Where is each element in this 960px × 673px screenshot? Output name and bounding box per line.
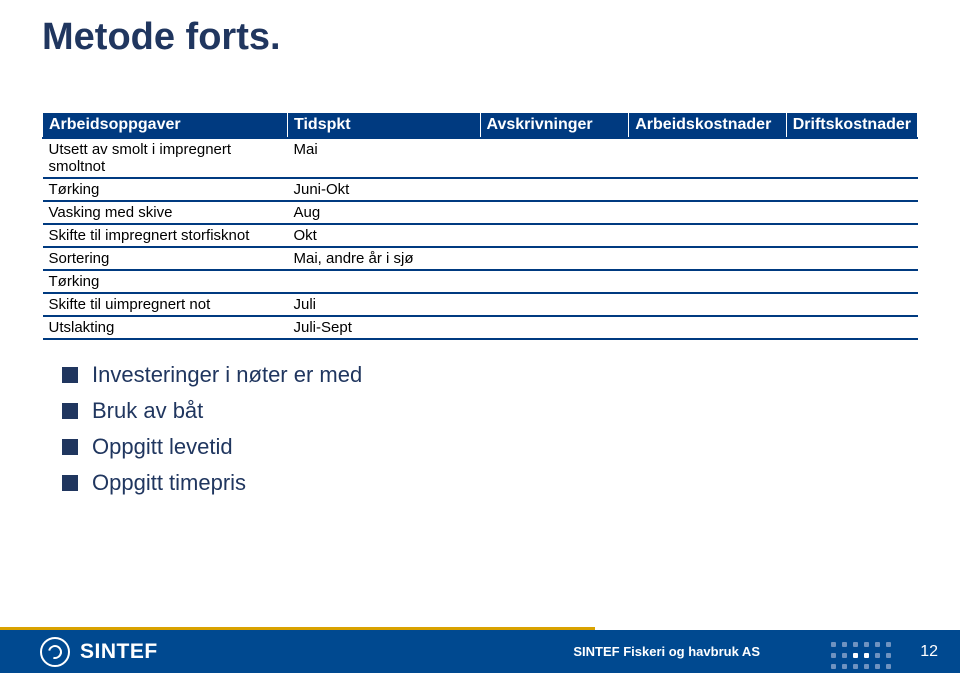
table-cell: Vasking med skive [43, 201, 288, 224]
table-cell [786, 138, 917, 178]
footer-band: SINTEF SINTEF Fiskeri og havbruk AS 12 [0, 630, 960, 673]
table-cell: Mai [288, 138, 481, 178]
table-cell [480, 138, 629, 178]
table-cell [786, 201, 917, 224]
table-cell: Utsett av smolt i impregnert smoltnot [43, 138, 288, 178]
table-cell [629, 178, 787, 201]
table-cell: Aug [288, 201, 481, 224]
table-row: Tørking [43, 270, 918, 293]
table-cell [288, 270, 481, 293]
table-cell: Okt [288, 224, 481, 247]
table-container: Arbeidsoppgaver Tidspkt Avskrivninger Ar… [42, 112, 918, 340]
footer-caption: SINTEF Fiskeri og havbruk AS [573, 644, 760, 659]
table-cell [629, 138, 787, 178]
bullet-text: Bruk av båt [92, 398, 203, 424]
table-cell [480, 247, 629, 270]
table-row: SorteringMai, andre år i sjø [43, 247, 918, 270]
page-number: 12 [920, 643, 938, 661]
bullet-text: Oppgitt timepris [92, 470, 246, 496]
bullet-item: Oppgitt timepris [62, 470, 362, 496]
table-cell [629, 247, 787, 270]
th-tidspkt: Tidspkt [288, 113, 481, 139]
table-cell [480, 293, 629, 316]
table-row: Vasking med skiveAug [43, 201, 918, 224]
table-cell [480, 270, 629, 293]
table-row: TørkingJuni-Okt [43, 178, 918, 201]
table-cell: Juli [288, 293, 481, 316]
table-cell: Mai, andre år i sjø [288, 247, 481, 270]
logo-text: SINTEF [80, 640, 158, 664]
table-cell [480, 224, 629, 247]
table-cell: Skifte til impregnert storfisknot [43, 224, 288, 247]
table-cell [629, 316, 787, 339]
table-cell [786, 270, 917, 293]
tasks-table: Arbeidsoppgaver Tidspkt Avskrivninger Ar… [42, 112, 918, 340]
table-cell: Utslakting [43, 316, 288, 339]
th-arbeidskostnader: Arbeidskostnader [629, 113, 787, 139]
table-cell [786, 247, 917, 270]
table-cell: Juli-Sept [288, 316, 481, 339]
table-cell: Skifte til uimpregnert not [43, 293, 288, 316]
table-row: UtslaktingJuli-Sept [43, 316, 918, 339]
th-avskrivninger: Avskrivninger [480, 113, 629, 139]
table-cell: Sortering [43, 247, 288, 270]
table-cell: Tørking [43, 178, 288, 201]
bullet-text: Investeringer i nøter er med [92, 362, 362, 388]
table-cell [629, 270, 787, 293]
table-cell [786, 178, 917, 201]
bullet-square-icon [62, 403, 78, 419]
table-header-row: Arbeidsoppgaver Tidspkt Avskrivninger Ar… [43, 113, 918, 139]
bullet-square-icon [62, 367, 78, 383]
table-cell [629, 201, 787, 224]
table-cell [786, 224, 917, 247]
table-cell: Juni-Okt [288, 178, 481, 201]
table-cell [629, 224, 787, 247]
bullet-list: Investeringer i nøter er med Bruk av båt O… [62, 362, 362, 506]
bullet-item: Oppgitt levetid [62, 434, 362, 460]
table-cell [480, 201, 629, 224]
slide-title: Metode forts. [42, 16, 281, 59]
table-cell [480, 178, 629, 201]
sintef-logo-icon [40, 637, 70, 667]
table-row: Skifte til uimpregnert notJuli [43, 293, 918, 316]
bullet-square-icon [62, 439, 78, 455]
table-cell: Tørking [43, 270, 288, 293]
th-driftskostnader: Driftskostnader [786, 113, 917, 139]
th-arbeidsoppgaver: Arbeidsoppgaver [43, 113, 288, 139]
table-row: Utsett av smolt i impregnert smoltnotMai [43, 138, 918, 178]
bullet-text: Oppgitt levetid [92, 434, 233, 460]
table-cell [786, 316, 917, 339]
table-cell [629, 293, 787, 316]
footer: SINTEF SINTEF Fiskeri og havbruk AS 12 [0, 627, 960, 673]
bullet-square-icon [62, 475, 78, 491]
table-row: Skifte til impregnert storfisknotOkt [43, 224, 918, 247]
table-cell [480, 316, 629, 339]
bullet-item: Bruk av båt [62, 398, 362, 424]
table-cell [786, 293, 917, 316]
bullet-item: Investeringer i nøter er med [62, 362, 362, 388]
footer-dots-icon [831, 642, 894, 672]
